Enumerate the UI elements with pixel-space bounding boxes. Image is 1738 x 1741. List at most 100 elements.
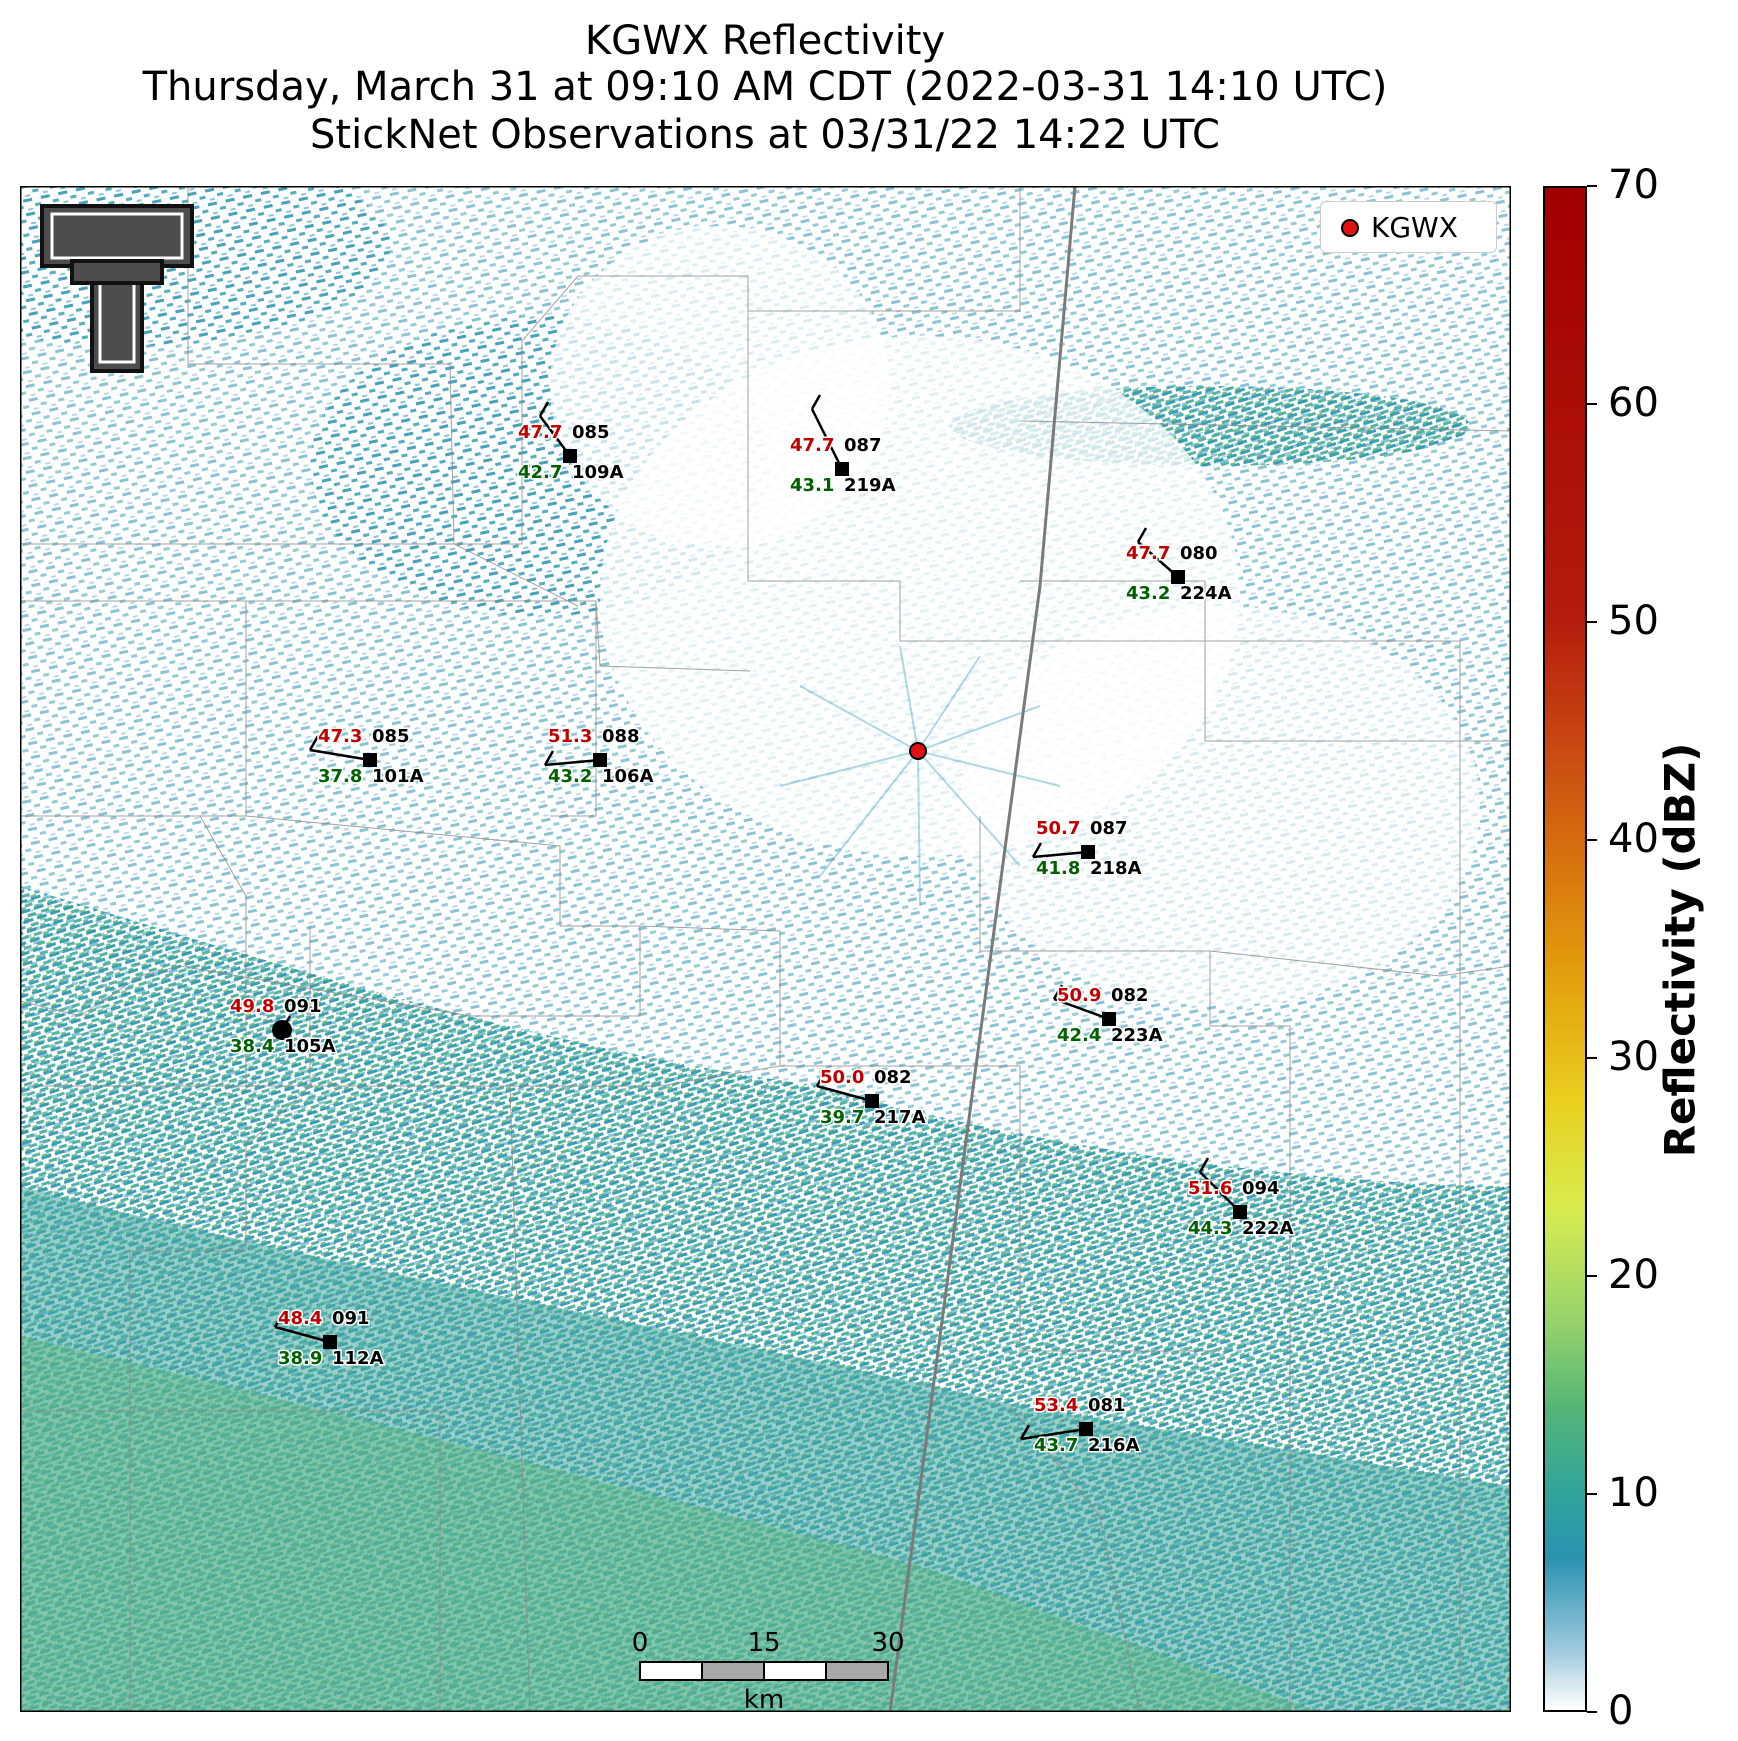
- station-value: 082: [874, 1067, 912, 1088]
- station-109A[interactable]: 47.7 085 42.7 109A: [517, 401, 625, 485]
- wind-barb-flag-icon: [1031, 842, 1043, 858]
- scale-label-15: 15: [747, 1628, 780, 1658]
- wind-barb-icon: [1053, 997, 1110, 1021]
- scale-label-30: 30: [871, 1628, 904, 1658]
- station-id: 218A: [1090, 858, 1142, 879]
- wind-barb-icon: [309, 748, 371, 762]
- station-temperature: 53.4: [1034, 1395, 1078, 1416]
- radar-radials: [779, 645, 1061, 907]
- colorbar-tick-mark: [1587, 1493, 1597, 1495]
- station-marker-icon: [865, 1094, 879, 1108]
- colorbar-tick-mark: [1587, 1057, 1597, 1059]
- station-value: 085: [572, 422, 610, 443]
- station-marker-icon: [363, 753, 377, 767]
- station-105A[interactable]: 49.8 091 38.4 105A: [229, 995, 338, 1059]
- station-marker-icon: [1081, 845, 1095, 859]
- colorbar-tick-mark: [1587, 839, 1597, 841]
- station-marker-icon: [1079, 1422, 1093, 1436]
- colorbar-tick-label: 10: [1608, 1470, 1659, 1516]
- station-marker-icon: [1171, 570, 1185, 584]
- legend-label: KGWX: [1371, 211, 1458, 244]
- station-112A[interactable]: 48.4 091 38.9 112A: [273, 1307, 385, 1371]
- wind-barb-flag-icon: [273, 1312, 285, 1328]
- station-dewpoint: 44.3: [1188, 1218, 1232, 1239]
- wind-barb-flag-icon: [1198, 1157, 1210, 1173]
- station-marker-icon: [323, 1335, 337, 1349]
- wind-barb-icon: [544, 758, 601, 767]
- reflectivity-field: [20, 186, 1511, 1712]
- colorbar-tick-mark: [1587, 185, 1597, 187]
- station-value: 087: [1090, 818, 1128, 839]
- wind-barb-icon: [810, 408, 844, 470]
- station-106A[interactable]: 51.3 088 43.2 106A: [543, 725, 655, 789]
- colorbar-tick-mark: [1587, 621, 1597, 623]
- station-temperature: 50.9: [1057, 985, 1101, 1006]
- wind-barb-icon: [1032, 850, 1089, 859]
- wind-barb-flag-icon: [810, 394, 822, 410]
- station-id: 112A: [332, 1348, 384, 1369]
- station-216A[interactable]: 53.4 081 43.7 216A: [1019, 1394, 1141, 1458]
- calm-wind-icon: [272, 1020, 292, 1040]
- station-temperature: 49.8: [230, 996, 274, 1017]
- station-dewpoint: 38.4: [230, 1036, 274, 1057]
- county-boundaries: [20, 186, 1511, 1712]
- station-temperature: 48.4: [278, 1308, 322, 1329]
- radar-site-marker-icon: [1341, 219, 1359, 237]
- station-temperature: 47.3: [318, 726, 362, 747]
- chart-title: KGWX Reflectivity: [584, 18, 946, 64]
- wind-barb-flag-icon: [308, 735, 320, 751]
- station-id: 216A: [1088, 1435, 1140, 1456]
- station-dewpoint: 43.2: [548, 766, 592, 787]
- colorbar: [1543, 186, 1587, 1712]
- station-id: 109A: [572, 462, 624, 483]
- station-value: 087: [844, 435, 882, 456]
- station-id: 222A: [1242, 1218, 1294, 1239]
- station-id: 219A: [844, 475, 896, 496]
- station-id: 106A: [602, 766, 654, 787]
- station-marker-icon: [1102, 1012, 1116, 1026]
- station-dewpoint: 38.9: [278, 1348, 322, 1369]
- wind-barb-flag-icon: [1136, 527, 1148, 543]
- station-223A[interactable]: 50.9 082 42.4 223A: [1052, 984, 1164, 1048]
- scale-unit: km: [744, 1685, 784, 1712]
- station-temperature: 47.7: [1126, 543, 1170, 564]
- station-101A[interactable]: 47.3 085 37.8 101A: [308, 725, 425, 789]
- colorbar-tick-mark: [1587, 1275, 1597, 1277]
- station-dewpoint: 37.8: [318, 766, 362, 787]
- scale-bar: 0 15 30 km: [632, 1628, 905, 1712]
- colorbar-tick-mark: [1587, 403, 1597, 405]
- station-dewpoint: 43.2: [1126, 583, 1170, 604]
- station-dewpoint: 41.8: [1036, 858, 1080, 879]
- colorbar-tick-label: 70: [1608, 162, 1659, 208]
- station-value: 091: [332, 1308, 370, 1329]
- texas-tech-logo: [40, 204, 194, 373]
- station-id: 223A: [1111, 1025, 1163, 1046]
- radar-map[interactable]: 47.7 085 42.7 109A 47.7 087 43.1 219A 47.7 080 43.…: [20, 186, 1511, 1712]
- wind-barb-flag-icon: [1019, 1424, 1031, 1440]
- chart-subtitle-obs: StickNet Observations at 03/31/22 14:22 …: [310, 112, 1220, 158]
- wind-barb-flag-icon: [1052, 984, 1064, 1000]
- station-marker-icon: [1233, 1205, 1247, 1219]
- station-dewpoint: 43.7: [1034, 1435, 1078, 1456]
- station-dewpoint: 42.7: [518, 462, 562, 483]
- station-value: 088: [602, 726, 640, 747]
- scale-label-0: 0: [632, 1628, 649, 1658]
- station-temperature: 47.7: [518, 422, 562, 443]
- station-219A[interactable]: 47.7 087 43.1 219A: [789, 394, 897, 498]
- sticknet-stations: 47.7 085 42.7 109A 47.7 087 43.1 219A 47.7 080 43.…: [229, 394, 1295, 1458]
- colorbar-tick-label: 50: [1608, 598, 1659, 644]
- station-marker-icon: [835, 462, 849, 476]
- station-temperature: 51.6: [1188, 1178, 1232, 1199]
- colorbar-label: Reflectivity (dBZ): [1655, 742, 1705, 1158]
- station-value: 081: [1088, 1395, 1126, 1416]
- kgwx-radar-site[interactable]: [909, 742, 927, 760]
- station-temperature: 47.7: [790, 435, 834, 456]
- station-222A[interactable]: 51.6 094 44.3 222A: [1187, 1157, 1295, 1241]
- station-218A[interactable]: 50.7 087 41.8 218A: [1031, 817, 1143, 881]
- station-224A[interactable]: 47.7 080 43.2 224A: [1125, 527, 1233, 606]
- wind-barb-icon: [274, 1325, 331, 1344]
- wind-barb-icon: [1020, 1427, 1087, 1441]
- wind-barb-flag-icon: [538, 401, 550, 417]
- station-217A[interactable]: 50.0 082 39.7 217A: [815, 1066, 927, 1130]
- colorbar-tick-label: 0: [1608, 1688, 1634, 1734]
